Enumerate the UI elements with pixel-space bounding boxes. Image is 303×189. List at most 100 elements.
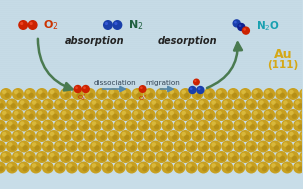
- Circle shape: [0, 119, 6, 132]
- Circle shape: [238, 166, 243, 172]
- Circle shape: [52, 114, 58, 119]
- Circle shape: [126, 98, 138, 111]
- Circle shape: [190, 166, 195, 172]
- Circle shape: [26, 90, 31, 94]
- Bar: [0, 72, 302, 74]
- Circle shape: [166, 145, 171, 150]
- Circle shape: [184, 156, 189, 161]
- Circle shape: [132, 109, 144, 121]
- Circle shape: [181, 132, 186, 136]
- Circle shape: [40, 93, 46, 98]
- Circle shape: [18, 119, 30, 132]
- Circle shape: [291, 135, 297, 140]
- Circle shape: [188, 163, 192, 168]
- Circle shape: [66, 119, 78, 132]
- Circle shape: [96, 130, 108, 142]
- Circle shape: [199, 142, 204, 147]
- Circle shape: [245, 119, 257, 132]
- Circle shape: [265, 132, 270, 136]
- Circle shape: [295, 142, 300, 147]
- Circle shape: [190, 145, 195, 150]
- Circle shape: [239, 151, 251, 163]
- Circle shape: [12, 151, 24, 163]
- Circle shape: [0, 103, 4, 108]
- Circle shape: [50, 132, 55, 136]
- Circle shape: [46, 124, 52, 129]
- Circle shape: [56, 100, 60, 105]
- Circle shape: [170, 153, 174, 157]
- Circle shape: [22, 103, 28, 108]
- Circle shape: [28, 135, 34, 140]
- Circle shape: [142, 145, 148, 150]
- Circle shape: [298, 166, 303, 172]
- Circle shape: [275, 109, 287, 121]
- Circle shape: [198, 98, 209, 111]
- Circle shape: [144, 130, 155, 142]
- Circle shape: [103, 20, 113, 30]
- Circle shape: [42, 161, 54, 174]
- Circle shape: [185, 161, 198, 174]
- Circle shape: [62, 111, 66, 115]
- Circle shape: [110, 90, 114, 94]
- Circle shape: [199, 100, 204, 105]
- Circle shape: [188, 121, 192, 126]
- Circle shape: [268, 156, 273, 161]
- Circle shape: [78, 98, 90, 111]
- Circle shape: [38, 90, 42, 94]
- Circle shape: [134, 111, 138, 115]
- Circle shape: [0, 145, 4, 150]
- Circle shape: [16, 135, 22, 140]
- Bar: [0, 32, 302, 34]
- Circle shape: [221, 98, 233, 111]
- Circle shape: [241, 90, 246, 94]
- Circle shape: [36, 130, 48, 142]
- Circle shape: [244, 156, 249, 161]
- Circle shape: [154, 103, 159, 108]
- Circle shape: [108, 88, 120, 100]
- Text: desorption: desorption: [158, 36, 217, 46]
- Bar: [0, 48, 302, 50]
- Circle shape: [48, 88, 60, 100]
- Circle shape: [134, 132, 138, 136]
- Circle shape: [104, 100, 108, 105]
- Circle shape: [35, 103, 40, 108]
- Bar: [0, 68, 302, 70]
- Circle shape: [172, 93, 177, 98]
- Circle shape: [108, 151, 120, 163]
- Circle shape: [160, 156, 165, 161]
- Circle shape: [211, 142, 216, 147]
- Circle shape: [36, 88, 48, 100]
- Circle shape: [136, 135, 142, 140]
- Circle shape: [188, 142, 192, 147]
- Circle shape: [269, 119, 281, 132]
- Circle shape: [116, 100, 120, 105]
- Circle shape: [28, 20, 38, 30]
- Text: O$^*$: O$^*$: [138, 93, 148, 103]
- Circle shape: [36, 151, 48, 163]
- Circle shape: [293, 140, 303, 153]
- Circle shape: [128, 121, 132, 126]
- Circle shape: [179, 88, 191, 100]
- Circle shape: [262, 166, 267, 172]
- Circle shape: [172, 156, 177, 161]
- Circle shape: [253, 153, 258, 157]
- Circle shape: [60, 151, 72, 163]
- Circle shape: [250, 103, 255, 108]
- Bar: [0, 40, 302, 42]
- Circle shape: [175, 163, 180, 168]
- Circle shape: [281, 161, 293, 174]
- Circle shape: [178, 103, 183, 108]
- Circle shape: [299, 130, 303, 142]
- Circle shape: [50, 153, 55, 157]
- Circle shape: [208, 114, 213, 119]
- Circle shape: [164, 163, 168, 168]
- Circle shape: [5, 114, 10, 119]
- Bar: [0, 60, 302, 62]
- Bar: [0, 38, 302, 40]
- Circle shape: [265, 153, 270, 157]
- Circle shape: [229, 111, 234, 115]
- Circle shape: [214, 145, 219, 150]
- Circle shape: [242, 26, 250, 35]
- Circle shape: [277, 90, 282, 94]
- Circle shape: [2, 90, 7, 94]
